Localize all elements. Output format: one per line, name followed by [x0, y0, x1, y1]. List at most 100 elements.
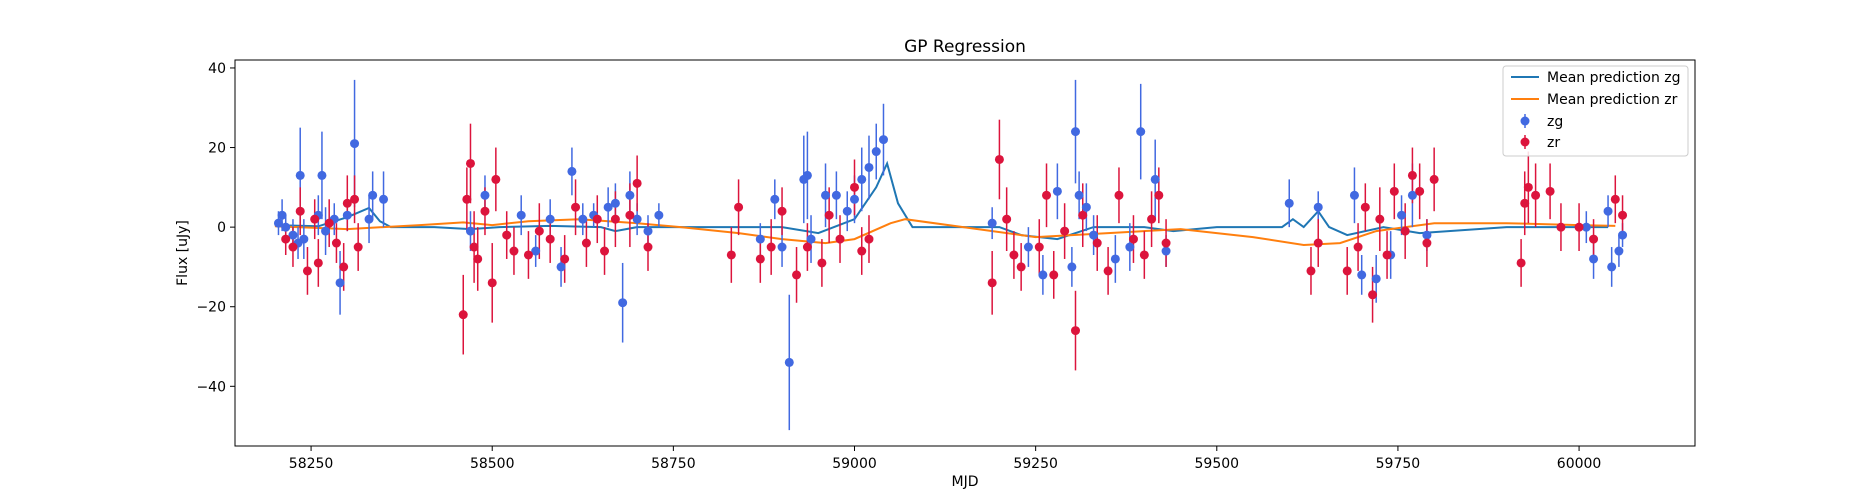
data-point-zg — [831, 190, 841, 200]
legend-entry-zr-line: Mean prediction zr — [1511, 92, 1678, 108]
data-point-zr — [1114, 190, 1124, 200]
legend-label-zg-points: zg — [1547, 114, 1563, 130]
data-point-zr — [560, 254, 570, 264]
data-point-zg — [878, 135, 888, 145]
data-point-zr — [777, 206, 787, 216]
mean-prediction-zg-line — [274, 160, 1609, 241]
data-point-zg — [335, 278, 345, 288]
data-point-zr — [1422, 238, 1432, 248]
data-point-zg — [1581, 222, 1591, 232]
x-tick-label: 59000 — [832, 456, 877, 472]
data-point-zr — [1070, 326, 1080, 336]
data-point-zr — [465, 158, 475, 168]
data-point-zr — [1382, 250, 1392, 260]
data-point-zr — [1042, 190, 1052, 200]
data-point-zg — [1125, 242, 1135, 252]
data-point-zr — [1618, 210, 1628, 220]
data-point-zr — [1002, 214, 1012, 224]
data-point-zr — [1139, 250, 1149, 260]
data-point-zg — [842, 206, 852, 216]
data-point-zg — [342, 210, 352, 220]
data-point-zr — [339, 262, 349, 272]
data-point-zg — [802, 170, 812, 180]
data-point-zr — [625, 210, 635, 220]
x-axis: 58250 58500 58750 59000 59250 59500 59750 60000 — [289, 446, 1601, 472]
data-point-zr — [1060, 226, 1070, 236]
data-point-zr — [857, 246, 867, 256]
data-point-zr — [824, 210, 834, 220]
y-tick-label: 0 — [217, 220, 226, 236]
data-point-zr — [755, 254, 765, 264]
data-point-zg — [1081, 202, 1091, 212]
data-point-zg — [1422, 230, 1432, 240]
data-point-zg — [1407, 190, 1417, 200]
data-point-zg — [1357, 270, 1367, 280]
data-point-zr — [1400, 226, 1410, 236]
mean-prediction-zr-line — [274, 218, 1616, 247]
data-point-zg — [1371, 274, 1381, 284]
data-point-zg — [1618, 230, 1628, 240]
x-tick-label: 58750 — [651, 456, 696, 472]
data-point-zr — [523, 250, 533, 260]
data-point-zr — [1520, 198, 1530, 208]
data-point-zg — [1284, 198, 1294, 208]
data-point-zr — [994, 154, 1004, 164]
data-point-zr — [864, 234, 874, 244]
data-point-zr — [1306, 266, 1316, 276]
data-point-zg — [643, 226, 653, 236]
data-point-zr — [850, 182, 860, 192]
data-point-zr — [1375, 214, 1385, 224]
data-point-zr — [835, 234, 845, 244]
data-point-zr — [473, 254, 483, 264]
data-point-zr — [353, 242, 363, 252]
data-point-zr — [324, 218, 334, 228]
data-point-zr — [1415, 186, 1425, 196]
data-point-zr — [1407, 170, 1417, 180]
plot-area — [234, 59, 1696, 447]
data-point-zr — [1154, 190, 1164, 200]
legend-frame — [1502, 65, 1689, 157]
data-point-zg — [610, 198, 620, 208]
plot-frame — [234, 59, 1696, 447]
data-point-zr — [509, 246, 519, 256]
legend-entry-zg-points: zg — [1520, 114, 1563, 130]
data-point-zg — [277, 210, 287, 220]
data-point-zg — [299, 234, 309, 244]
x-axis-label: MJD — [952, 474, 979, 490]
data-point-zg — [295, 170, 305, 180]
data-point-zr — [491, 174, 501, 184]
data-point-zg — [1589, 254, 1599, 264]
data-point-zr — [295, 206, 305, 216]
data-point-zg — [379, 194, 389, 204]
data-point-zr — [1161, 238, 1171, 248]
data-point-zr — [1049, 270, 1059, 280]
data-point-zr — [726, 250, 736, 260]
data-point-zr — [1034, 242, 1044, 252]
data-point-zr — [302, 266, 312, 276]
data-point-zr — [1389, 186, 1399, 196]
data-point-zg — [1038, 270, 1048, 280]
data-point-zr — [643, 242, 653, 252]
data-point-zr — [331, 238, 341, 248]
data-point-zr — [1429, 174, 1439, 184]
data-point-zg — [288, 230, 298, 240]
data-point-zg — [618, 298, 628, 308]
data-point-zg — [864, 162, 874, 172]
legend-entry-zr-points: zr — [1520, 135, 1560, 151]
data-point-zg — [281, 222, 291, 232]
data-point-zg — [871, 147, 881, 157]
data-point-zg — [1150, 174, 1160, 184]
data-point-zr — [1368, 290, 1378, 300]
data-point-zg — [784, 357, 794, 367]
data-point-zg — [1607, 262, 1617, 272]
mean-prediction-lines — [274, 160, 1616, 247]
x-tick-label: 59750 — [1376, 456, 1421, 472]
data-point-zr — [1078, 210, 1088, 220]
data-point-zr — [288, 242, 298, 252]
data-point-zr — [502, 230, 512, 240]
data-point-zr — [1556, 222, 1566, 232]
data-point-zr — [480, 206, 490, 216]
x-tick-label: 58250 — [289, 456, 334, 472]
data-point-zr — [766, 242, 776, 252]
